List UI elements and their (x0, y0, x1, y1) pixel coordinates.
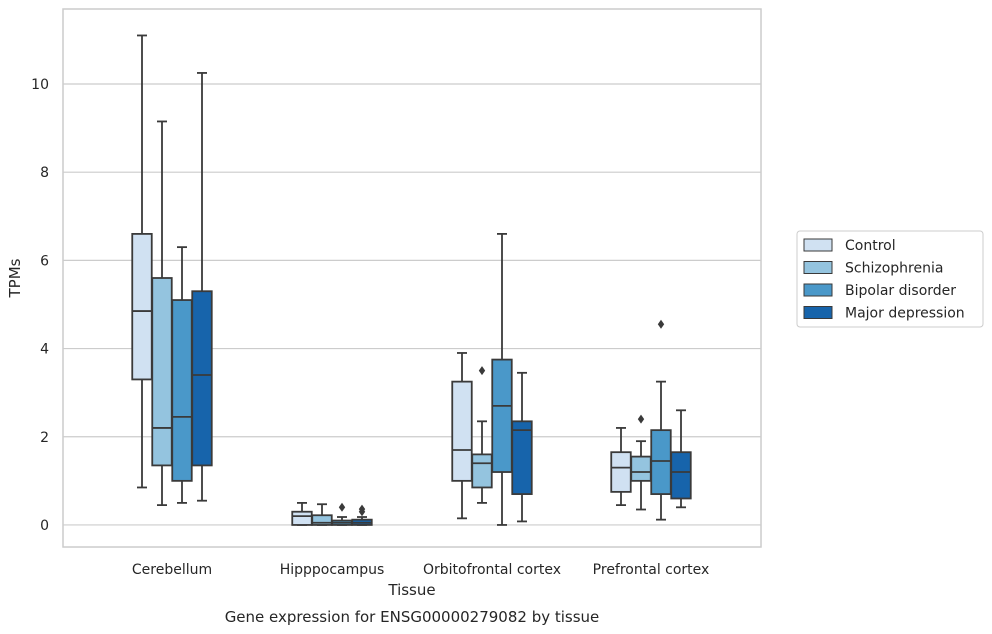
box-body (650, 429, 672, 495)
legend-swatch (803, 261, 833, 274)
outlier-point (657, 319, 665, 329)
outlier-point (358, 504, 366, 514)
box (491, 233, 513, 526)
y-tick-label: 2 (40, 430, 49, 446)
y-axis-title: TPMs (6, 258, 24, 298)
legend-frame (796, 230, 984, 328)
box (131, 34, 153, 489)
outlier-point (478, 366, 486, 376)
legend-swatch (803, 306, 833, 319)
x-tick-label: Prefrontal cortex (593, 562, 710, 578)
y-tick-label: 0 (40, 518, 49, 534)
y-tick-label: 8 (40, 165, 49, 181)
box (670, 409, 692, 509)
box (351, 504, 373, 526)
legend-label: Schizophrenia (845, 261, 943, 277)
box (610, 427, 632, 507)
legend-label: Major depression (845, 306, 965, 322)
legend-swatch (803, 283, 833, 297)
legend-swatch (803, 238, 833, 252)
category-group (291, 502, 373, 526)
box-body (491, 358, 513, 473)
box-body (630, 455, 652, 482)
x-tick-labels: Cerebellum Hipppocampus Orbitofrontal cort… (132, 562, 709, 578)
y-tick-label: 10 (31, 77, 49, 93)
box-body (171, 299, 193, 482)
category-group (131, 34, 213, 507)
category-group (451, 233, 533, 526)
box-body (151, 277, 173, 467)
legend-label: Control (845, 238, 896, 254)
category-group (610, 319, 692, 521)
box (291, 502, 313, 526)
y-tick-label: 6 (40, 253, 49, 269)
box-body (131, 233, 153, 381)
y-tick-label: 4 (40, 342, 49, 358)
x-tick-label: Hipppocampus (280, 562, 385, 578)
box-body (670, 451, 692, 500)
box-body (471, 453, 493, 489)
chart-caption: Gene expression for ENSG00000279082 by t… (225, 608, 600, 626)
box-body (451, 380, 473, 482)
y-tick-labels: 0 2 4 6 8 10 (31, 77, 49, 534)
box (451, 352, 473, 520)
outlier-point (637, 414, 645, 424)
legend-label: Bipolar disorder (845, 283, 956, 299)
box (511, 371, 533, 523)
x-tick-label: Cerebellum (132, 562, 212, 578)
box (191, 72, 213, 502)
x-axis-title: Tissue (387, 581, 435, 599)
box-groups (131, 34, 692, 526)
outlier-point (338, 502, 346, 512)
box-body (291, 510, 313, 526)
box-body (610, 451, 632, 493)
plot-frame (62, 8, 762, 548)
box-body (511, 420, 533, 495)
legend: Control Schizophrenia Bipolar disorder Majo… (796, 230, 984, 328)
x-tick-label: Orbitofrontal cortex (423, 562, 561, 578)
box-body (191, 290, 213, 467)
